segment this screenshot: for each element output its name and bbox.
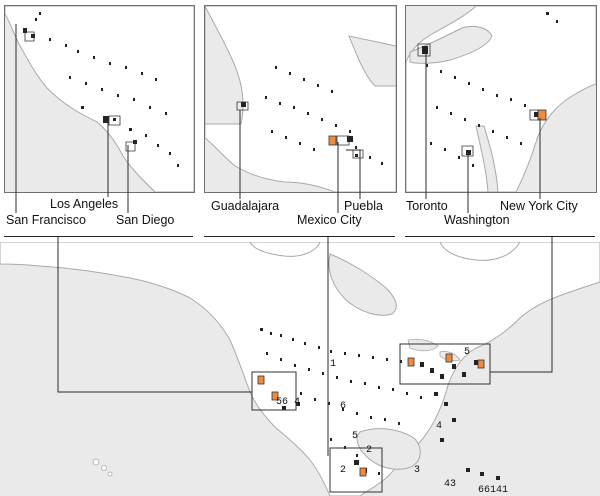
inset-panel-mexico <box>204 5 397 193</box>
overview-highlight-cells <box>257 353 485 477</box>
highlight-cell-mexico-city <box>328 135 337 146</box>
city-label-san-diego: San Diego <box>116 213 175 227</box>
glyph-label: 5 <box>352 431 358 442</box>
inset-panel-east <box>405 5 597 193</box>
glyph-label: 6 <box>340 401 346 412</box>
density-markers <box>23 12 179 167</box>
panel-divider-east <box>405 236 595 237</box>
inset-map-west-coast <box>5 6 194 192</box>
panel-divider-west <box>4 236 193 237</box>
city-label-san-francisco: San Francisco <box>6 213 86 227</box>
city-label-washington: Washington <box>444 213 510 227</box>
inset-map-east <box>406 6 596 192</box>
glyph-label: 56 <box>276 397 288 408</box>
panel-divider-mexico <box>204 236 395 237</box>
city-label-guadalajara: Guadalajara <box>211 199 280 213</box>
inset-panel-west-coast <box>4 5 195 193</box>
glyph-label: 2 <box>340 465 346 476</box>
density-markers <box>422 12 558 167</box>
overview-glyph-labels: 56 4 5 2 6 43 66141 1 4 5 3 2 <box>276 347 508 496</box>
glyph-label: 66141 <box>478 485 508 496</box>
density-markers <box>241 66 383 165</box>
city-label-los-angeles: Los Angeles <box>50 197 119 211</box>
glyph-label: 1 <box>330 359 336 370</box>
overview-map-svg: 56 4 5 2 6 43 66141 1 4 5 3 2 <box>0 242 600 496</box>
glyph-label: 4 <box>294 397 300 408</box>
city-label-puebla: Puebla <box>344 199 383 213</box>
glyph-label: 43 <box>444 479 456 490</box>
inset-map-mexico <box>205 6 396 192</box>
glyph-label: 5 <box>464 347 470 358</box>
city-label-new-york-city: New York City <box>500 199 578 213</box>
highlight-cell-new-york <box>537 109 547 121</box>
glyph-label: 2 <box>366 445 372 456</box>
overview-map: 56 4 5 2 6 43 66141 1 4 5 3 2 <box>0 242 600 496</box>
city-label-mexico-city: Mexico City <box>297 213 362 227</box>
glyph-label: 4 <box>436 421 442 432</box>
city-label-toronto: Toronto <box>406 199 448 213</box>
glyph-label: 3 <box>414 465 420 476</box>
